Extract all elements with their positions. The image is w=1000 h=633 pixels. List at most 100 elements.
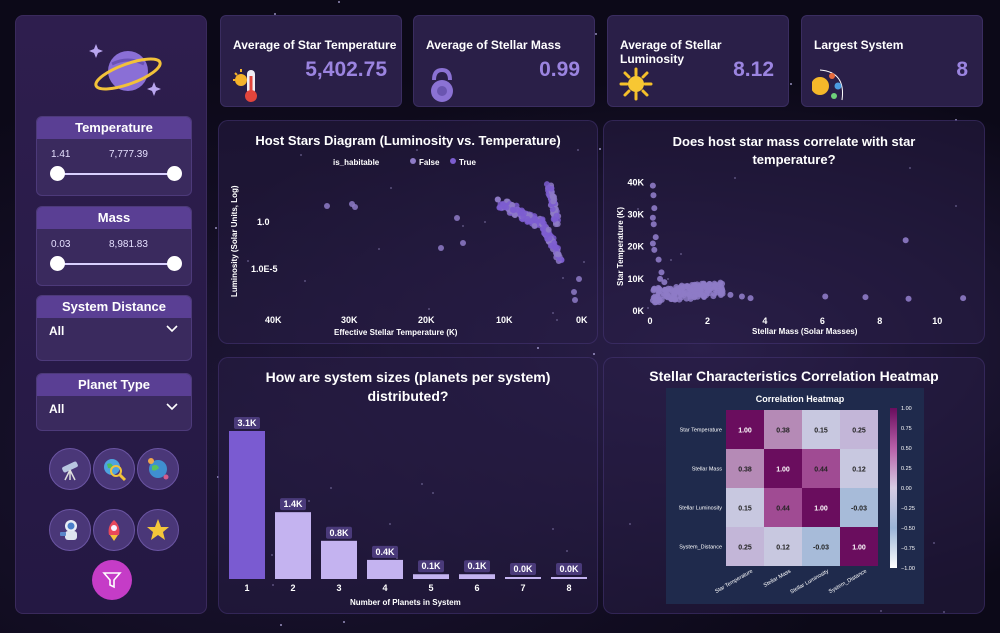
- heatmap-cell[interactable]: [764, 527, 802, 566]
- heatmap-cell[interactable]: [840, 449, 878, 488]
- mass-max-handle[interactable]: [167, 256, 182, 271]
- mass-slider-track[interactable]: [57, 263, 171, 265]
- astronaut-icon: [60, 520, 77, 540]
- colorbar-tick: −1.00: [901, 566, 915, 572]
- chart-title: Stellar Characteristics Correlation Heat…: [649, 368, 939, 384]
- bar[interactable]: [321, 540, 357, 579]
- heatmap-cell[interactable]: [726, 410, 764, 449]
- scatter-point: [673, 283, 680, 290]
- earth-search-button[interactable]: [93, 448, 135, 490]
- scatter-point: [652, 234, 659, 241]
- mass-min-handle[interactable]: [50, 256, 65, 271]
- heatmap-cell[interactable]: [726, 449, 764, 488]
- heatmap-cell[interactable]: [726, 488, 764, 527]
- rocket-button[interactable]: [93, 509, 135, 551]
- temperature-min-handle[interactable]: [50, 166, 65, 181]
- data-label: 0.1K: [467, 561, 487, 571]
- chevron-down-icon[interactable]: [165, 400, 179, 414]
- bar[interactable]: [275, 512, 311, 579]
- heatmap-cell[interactable]: [802, 410, 840, 449]
- y-axis-label: Star Temperature (K): [616, 207, 625, 286]
- data-label-bg: [280, 498, 306, 511]
- bar[interactable]: [505, 577, 541, 579]
- solar-system-icon: [812, 69, 844, 101]
- scatter-point: [551, 244, 558, 251]
- data-label: 1.4K: [283, 499, 303, 509]
- mass-min-value: 0.03: [51, 239, 71, 250]
- chevron-down-icon[interactable]: [165, 322, 179, 336]
- heatmap-cell[interactable]: [802, 488, 840, 527]
- heatmap-value: 0.38: [738, 467, 752, 474]
- temperature-min-value: 1.41: [51, 149, 71, 160]
- kpi-value: 0.99: [539, 58, 580, 81]
- heatmap-cell[interactable]: [840, 527, 878, 566]
- scatter-point: [862, 294, 869, 301]
- legend-marker-false: [410, 158, 416, 164]
- planets-button[interactable]: [137, 448, 179, 490]
- bar[interactable]: [551, 577, 587, 579]
- heatmap-value: 1.00: [776, 467, 790, 474]
- star-button[interactable]: [137, 509, 179, 551]
- x-tick: 8: [566, 583, 571, 593]
- astronaut-button[interactable]: [49, 509, 91, 551]
- scatter-point: [727, 291, 734, 298]
- heatmap-cell[interactable]: [764, 488, 802, 527]
- bar[interactable]: [229, 431, 265, 579]
- hr-diagram-panel: Host Stars Diagram (Luminosity vs. Tempe…: [218, 120, 598, 344]
- scatter-point: [711, 285, 718, 292]
- mass-temperature-chart[interactable]: Star Temperature (K) 0K 10K 20K 30K 40K 0 2 4 6…: [604, 121, 984, 343]
- kpi-card-stellar-luminosity: Average of Stellar Luminosity 8.12: [607, 15, 789, 107]
- bar[interactable]: [367, 559, 403, 579]
- temperature-max-handle[interactable]: [167, 166, 182, 181]
- scatter-point: [524, 215, 531, 222]
- scatter-point: [650, 221, 657, 228]
- x-tick: 7: [520, 583, 525, 593]
- scatter-point: [701, 293, 708, 300]
- x-tick: 40K: [265, 315, 282, 325]
- x-tick: 10: [932, 316, 942, 326]
- correlation-heatmap[interactable]: Correlation Heatmap 1.00 0.38 0.15 0.25 Star…: [604, 358, 984, 613]
- heatmap-row-label: Stellar Luminosity: [679, 506, 723, 512]
- scatter-point: [687, 286, 694, 293]
- heatmap-cell[interactable]: [764, 410, 802, 449]
- kpi-value: 5,402.75: [305, 58, 387, 81]
- scatter-point: [691, 281, 698, 288]
- heatmap-cell[interactable]: [840, 488, 878, 527]
- heatmap-cell[interactable]: [840, 410, 878, 449]
- kpi-title: Average of Stellar Luminosity: [620, 38, 722, 66]
- y-tick: 1.0E-5: [251, 264, 278, 274]
- scatter-point: [658, 269, 665, 276]
- data-label-bg: [372, 545, 398, 558]
- system-size-bar-chart[interactable]: 3.1K 1 1.4K 2 0.8K 3 0.4K 4 0.1K 5 0.1K 6 0.0K 7 0.0K 8…: [219, 358, 597, 613]
- temperature-slider-track[interactable]: [57, 173, 171, 175]
- x-tick: 4: [762, 316, 767, 326]
- star-dot: [279, 624, 282, 627]
- legend-label-false: False: [419, 158, 440, 167]
- heatmap-row-label: Star Temperature: [680, 428, 722, 434]
- data-label-bg: [510, 563, 536, 575]
- bar[interactable]: [459, 574, 495, 579]
- heatmap-cell[interactable]: [802, 527, 840, 566]
- data-label: 3.1K: [237, 418, 257, 428]
- x-tick: 6: [820, 316, 825, 326]
- colorbar: [890, 408, 897, 568]
- scatter-point: [681, 290, 688, 297]
- system-distance-dropdown[interactable]: All: [49, 324, 65, 338]
- x-tick: 8: [877, 316, 882, 326]
- telescope-button[interactable]: [49, 448, 91, 490]
- kpi-card-star-temperature: Average of Star Temperature 5,402.75: [220, 15, 402, 107]
- bar[interactable]: [413, 574, 449, 579]
- scatter-point: [684, 282, 691, 289]
- planet-type-dropdown[interactable]: All: [49, 402, 65, 416]
- filter-button[interactable]: [92, 560, 132, 600]
- star-icon: [147, 519, 169, 540]
- scatter-point: [656, 298, 663, 305]
- star-dot: [216, 476, 219, 479]
- heatmap-value: 0.25: [738, 545, 752, 552]
- heatmap-cell[interactable]: [764, 449, 802, 488]
- data-label: 0.8K: [329, 528, 349, 538]
- heatmap-cell[interactable]: [726, 527, 764, 566]
- hr-diagram-chart[interactable]: is_habitable False True Luminosity (Sola…: [219, 121, 597, 343]
- heatmap-value: 1.00: [852, 545, 866, 552]
- heatmap-cell[interactable]: [802, 449, 840, 488]
